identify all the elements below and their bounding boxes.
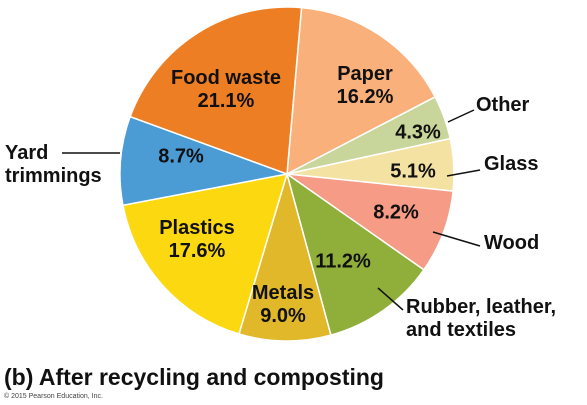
value-label: 17.6% (168, 240, 226, 262)
category-label: Plastics (159, 217, 235, 239)
credit: © 2015 Pearson Education, Inc. (4, 393, 103, 400)
category-label: Metals (251, 282, 315, 304)
category-label: Wood (484, 232, 540, 254)
slice-label: 4.3% (395, 122, 441, 145)
pie-slice (119, 115, 290, 207)
value-label: 4.3% (395, 121, 441, 144)
pie-slice (122, 173, 289, 335)
leader-line (446, 169, 481, 177)
slice-label: Food waste 21.1% (171, 67, 281, 113)
category-label: Rubber, leather, and textiles (406, 296, 557, 341)
leader-line (377, 287, 404, 311)
leader-line (447, 109, 475, 123)
leader-line (432, 231, 481, 247)
category-label: Glass (484, 153, 539, 175)
pie-slice (286, 6, 437, 176)
slice-label: 8.7% (158, 146, 204, 169)
slice-label: 8.2% (373, 202, 419, 225)
category-label: Food waste (170, 67, 282, 89)
chart-title: (b) After recycling and composting (4, 364, 384, 390)
slice-label: 5.1% (390, 161, 436, 184)
value-label: 5.1% (390, 160, 436, 183)
pie-slice (129, 6, 303, 176)
pie-slice (238, 171, 332, 342)
category-label: Paper (337, 63, 393, 85)
value-label: 9.0% (260, 305, 306, 327)
category-label: Yard trimmings (5, 142, 102, 187)
value-label: 8.7% (158, 145, 204, 168)
value-label: 16.2% (336, 86, 394, 108)
pie-slice (285, 172, 425, 337)
value-label: 11.2% (315, 250, 371, 273)
value-label: 21.1% (197, 90, 255, 112)
slice-label: 11.2% (315, 251, 371, 274)
slice-label: Paper 16.2% (337, 63, 394, 109)
slice-label: Metals 9.0% (252, 282, 314, 328)
slice-label: Plastics 17.6% (159, 217, 235, 263)
value-label: 8.2% (373, 201, 419, 224)
category-label: Other (476, 94, 530, 116)
